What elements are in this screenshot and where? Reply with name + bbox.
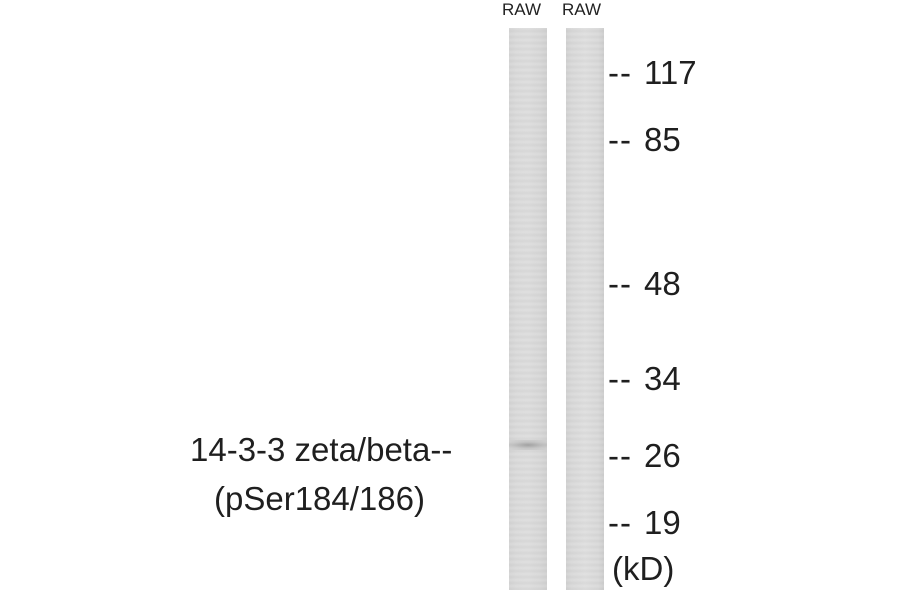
protein-label-line1: 14-3-3 zeta/beta--: [190, 431, 453, 468]
blot-lane-2: [566, 28, 604, 590]
marker-117: -- 117: [608, 54, 697, 91]
lane-1-label: RAW: [502, 0, 542, 19]
marker-85: -- 85: [608, 121, 681, 158]
marker-26: -- 26: [608, 437, 681, 474]
marker-48: -- 48: [608, 265, 681, 302]
protein-label-line2: (pSer184/186): [214, 480, 425, 517]
blot-lane-1: [509, 28, 547, 590]
marker-19: -- 19: [608, 504, 681, 541]
marker-34: -- 34: [608, 360, 681, 397]
lane-2-label: RAW: [562, 0, 602, 19]
protein-band: [509, 440, 547, 450]
unit-label: (kD): [612, 550, 675, 587]
